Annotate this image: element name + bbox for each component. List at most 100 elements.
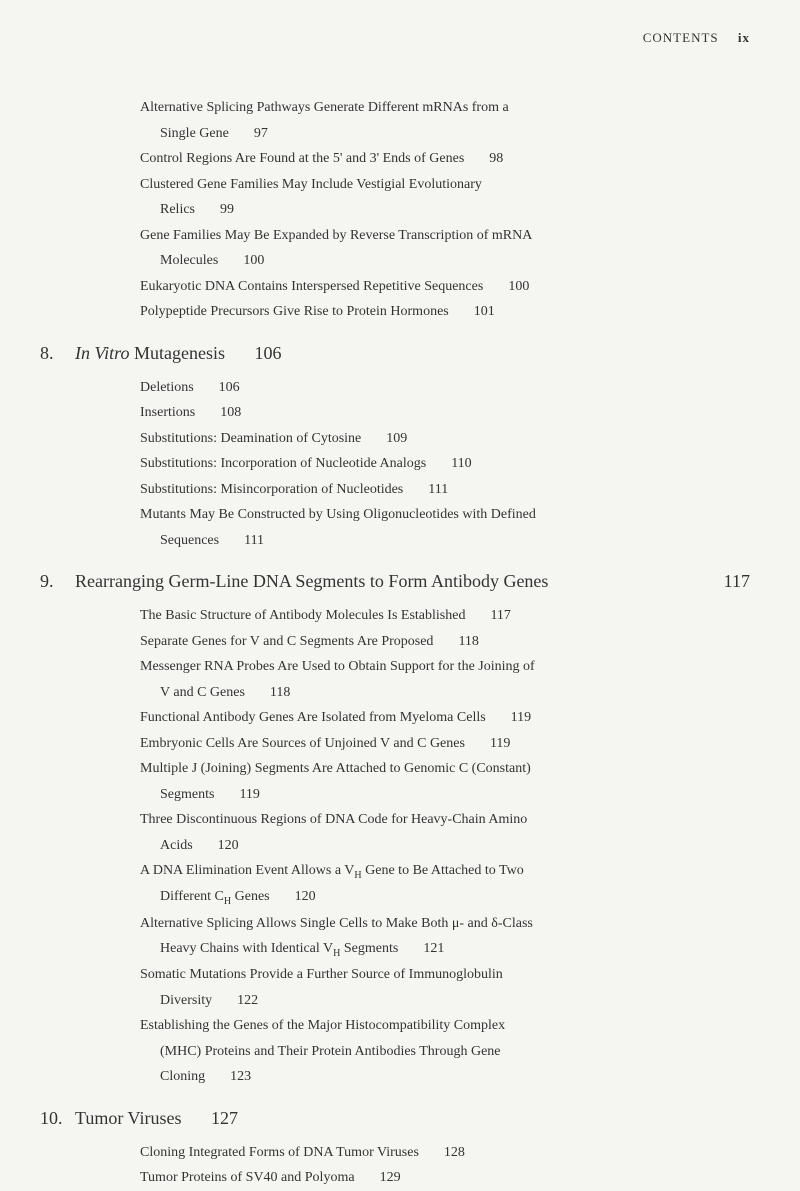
entry-page: 118 xyxy=(270,685,290,700)
section-page: 117 xyxy=(724,571,750,592)
entry-page: 97 xyxy=(254,126,268,141)
toc-entry: Sequences 111 xyxy=(140,529,750,554)
entry-text: Substitutions: Deamination of Cytosine xyxy=(140,431,361,446)
toc-entry: Insertions108 xyxy=(140,401,750,426)
entry-text: Acids xyxy=(160,838,193,853)
entry-page: 99 xyxy=(220,202,234,217)
toc-entry: Different CH Genes120 xyxy=(140,885,750,910)
toc-entry: Clustered Gene Families May Include Vest… xyxy=(140,173,750,198)
entry-page: 119 xyxy=(511,710,531,725)
toc-entry: Polypeptide Precursors Give Rise to Prot… xyxy=(140,300,750,325)
toc-entry: Diversity122 xyxy=(140,989,750,1014)
entry-text-after: Segments xyxy=(340,941,398,956)
entry-page: 119 xyxy=(490,736,510,751)
entry-page: 101 xyxy=(474,304,495,319)
entry-text: Embryonic Cells Are Sources of Unjoined … xyxy=(140,736,465,751)
toc-entry: A DNA Elimination Event Allows a VH Gene… xyxy=(140,859,750,884)
entry-subscript: H xyxy=(354,870,361,881)
entry-text: Cloning xyxy=(160,1069,205,1084)
section-number: 8. xyxy=(40,343,75,364)
entry-text: Single Gene xyxy=(160,126,229,141)
entry-text: Gene Families May Be Expanded by Reverse… xyxy=(140,228,532,243)
entry-text: Somatic Mutations Provide a Further Sour… xyxy=(140,967,503,982)
section-title: In Vitro Mutagenesis 106 xyxy=(75,343,750,364)
entry-page: 98 xyxy=(489,151,503,166)
entry-page: 109 xyxy=(386,431,407,446)
entry-text: Clustered Gene Families May Include Vest… xyxy=(140,177,482,192)
entry-text: Separate Genes for V and C Segments Are … xyxy=(140,634,433,649)
toc-entry: (MHC) Proteins and Their Protein Antibod… xyxy=(140,1040,750,1065)
toc-entry: Relics 99 xyxy=(140,198,750,223)
entry-page: 120 xyxy=(295,889,316,904)
entry-page: 100 xyxy=(243,253,264,268)
toc-entry: Cloning 123 xyxy=(140,1065,750,1090)
entry-page: 117 xyxy=(490,608,510,623)
entry-text: Tumor Proteins of SV40 and Polyoma xyxy=(140,1170,355,1185)
entry-page: 110 xyxy=(451,456,471,471)
section-title: Rearranging Germ-Line DNA Segments to Fo… xyxy=(75,571,699,592)
entry-text: V and C Genes xyxy=(160,685,245,700)
entry-text: Establishing the Genes of the Major Hist… xyxy=(140,1018,505,1033)
entry-text: Eukaryotic DNA Contains Interspersed Rep… xyxy=(140,279,483,294)
toc-entry: The Basic Structure of Antibody Molecule… xyxy=(140,604,750,629)
entry-text: Different C xyxy=(160,889,224,904)
entry-page: 111 xyxy=(428,482,448,497)
toc-entry: Alternative Splicing Allows Single Cells… xyxy=(140,912,750,937)
entry-text: Substitutions: Incorporation of Nucleoti… xyxy=(140,456,426,471)
entry-page: 123 xyxy=(230,1069,251,1084)
section-number: 10. xyxy=(40,1108,75,1129)
entry-text: Polypeptide Precursors Give Rise to Prot… xyxy=(140,304,449,319)
section-8-body: Deletions106Insertions108Substitutions: … xyxy=(140,376,750,554)
entry-text: The Basic Structure of Antibody Molecule… xyxy=(140,608,465,623)
header-label: CONTENTS xyxy=(643,30,719,45)
entry-page: 100 xyxy=(508,279,529,294)
entry-text: Heavy Chains with Identical V xyxy=(160,941,333,956)
toc-entry: Mutants May Be Constructed by Using Olig… xyxy=(140,503,750,528)
section-title-text: Rearranging Germ-Line DNA Segments to Fo… xyxy=(75,571,548,591)
entry-page: 111 xyxy=(244,533,264,548)
entry-text: Sequences xyxy=(160,533,219,548)
toc-entry: Substitutions: Deamination of Cytosine 10… xyxy=(140,427,750,452)
section-title-rest: Mutagenesis xyxy=(130,343,225,363)
toc-entry: Substitutions: Misincorporation of Nucle… xyxy=(140,478,750,503)
toc-entry: Eukaryotic DNA Contains Interspersed Rep… xyxy=(140,275,750,300)
section-title-text: Tumor Viruses xyxy=(75,1108,181,1128)
entry-page: 129 xyxy=(380,1170,401,1185)
toc-entry: Segments 119 xyxy=(140,783,750,808)
entry-page: 119 xyxy=(239,787,259,802)
toc-entry: Deletions 106 xyxy=(140,376,750,401)
toc-entry: Somatic Mutations Provide a Further Sour… xyxy=(140,963,750,988)
entry-text: Deletions xyxy=(140,380,194,395)
entry-text: Three Discontinuous Regions of DNA Code … xyxy=(140,812,527,827)
entry-text: Segments xyxy=(160,787,214,802)
entry-text: Relics xyxy=(160,202,195,217)
entry-page: 108 xyxy=(220,405,241,420)
toc-entry: Single Gene 97 xyxy=(140,122,750,147)
entry-page: 118 xyxy=(458,634,478,649)
entry-text-after: Gene to Be Attached to Two xyxy=(362,863,524,878)
toc-entry: Heavy Chains with Identical VH Segments1… xyxy=(140,937,750,962)
entry-text: Mutants May Be Constructed by Using Olig… xyxy=(140,507,536,522)
entry-text: (MHC) Proteins and Their Protein Antibod… xyxy=(160,1044,501,1059)
entry-text: Substitutions: Misincorporation of Nucle… xyxy=(140,482,403,497)
entry-page: 106 xyxy=(219,380,240,395)
toc-entry: Multiple J (Joining) Segments Are Attach… xyxy=(140,757,750,782)
toc-entry: Alternative Splicing Pathways Generate D… xyxy=(140,96,750,121)
toc-entry: V and C Genes 118 xyxy=(140,681,750,706)
toc-entry: Molecules100 xyxy=(140,249,750,274)
section-heading-10: 10. Tumor Viruses 127 xyxy=(40,1108,750,1129)
toc-entry: Control Regions Are Found at the 5' and … xyxy=(140,147,750,172)
entry-text-after: Genes xyxy=(231,889,270,904)
toc-entry: Functional Antibody Genes Are Isolated f… xyxy=(140,706,750,731)
entry-text: Alternative Splicing Allows Single Cells… xyxy=(140,916,533,931)
header-pagenum: ix xyxy=(738,30,750,45)
entry-text: Alternative Splicing Pathways Generate D… xyxy=(140,100,509,115)
toc-entry: Acids120 xyxy=(140,834,750,859)
section-10-body: Cloning Integrated Forms of DNA Tumor Vi… xyxy=(140,1141,750,1191)
toc-entry: Messenger RNA Probes Are Used to Obtain … xyxy=(140,655,750,680)
entry-page: 122 xyxy=(237,993,258,1008)
toc-entry: Separate Genes for V and C Segments Are … xyxy=(140,630,750,655)
section-page: 106 xyxy=(254,343,281,363)
section-number: 9. xyxy=(40,571,75,592)
entry-page: 121 xyxy=(423,941,444,956)
